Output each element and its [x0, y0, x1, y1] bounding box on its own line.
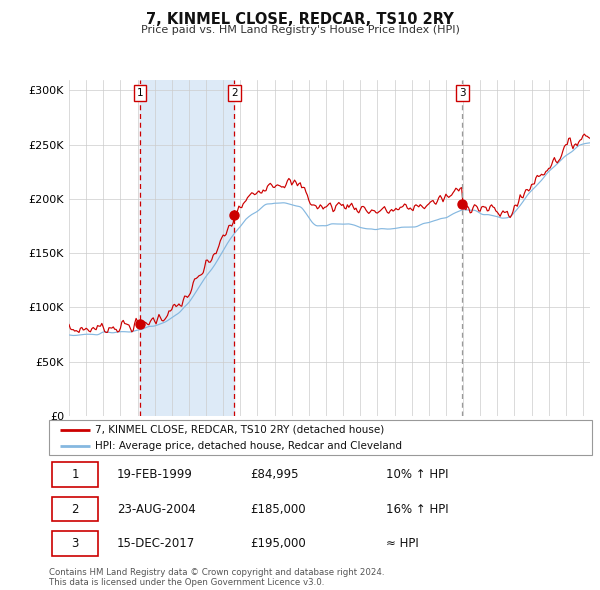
Text: Price paid vs. HM Land Registry's House Price Index (HPI): Price paid vs. HM Land Registry's House … [140, 25, 460, 35]
Text: 7, KINMEL CLOSE, REDCAR, TS10 2RY (detached house): 7, KINMEL CLOSE, REDCAR, TS10 2RY (detac… [95, 425, 385, 435]
FancyBboxPatch shape [52, 497, 98, 522]
Text: 3: 3 [71, 537, 79, 550]
Text: 7, KINMEL CLOSE, REDCAR, TS10 2RY: 7, KINMEL CLOSE, REDCAR, TS10 2RY [146, 12, 454, 27]
Text: HPI: Average price, detached house, Redcar and Cleveland: HPI: Average price, detached house, Redc… [95, 441, 403, 451]
Text: ≈ HPI: ≈ HPI [386, 537, 419, 550]
Text: 1: 1 [136, 88, 143, 98]
Bar [140, 80, 235, 416]
Text: 23-AUG-2004: 23-AUG-2004 [117, 503, 196, 516]
Text: 16% ↑ HPI: 16% ↑ HPI [386, 503, 448, 516]
Text: 15-DEC-2017: 15-DEC-2017 [117, 537, 196, 550]
Text: 2: 2 [231, 88, 238, 98]
Text: 2: 2 [71, 503, 79, 516]
FancyBboxPatch shape [52, 462, 98, 487]
Text: £195,000: £195,000 [250, 537, 306, 550]
Text: 1: 1 [71, 468, 79, 481]
Text: 19-FEB-1999: 19-FEB-1999 [117, 468, 193, 481]
Text: £84,995: £84,995 [250, 468, 299, 481]
Text: 3: 3 [459, 88, 466, 98]
Text: 10% ↑ HPI: 10% ↑ HPI [386, 468, 448, 481]
Text: £185,000: £185,000 [250, 503, 306, 516]
Text: Contains HM Land Registry data © Crown copyright and database right 2024.
This d: Contains HM Land Registry data © Crown c… [49, 568, 385, 587]
FancyBboxPatch shape [52, 531, 98, 556]
